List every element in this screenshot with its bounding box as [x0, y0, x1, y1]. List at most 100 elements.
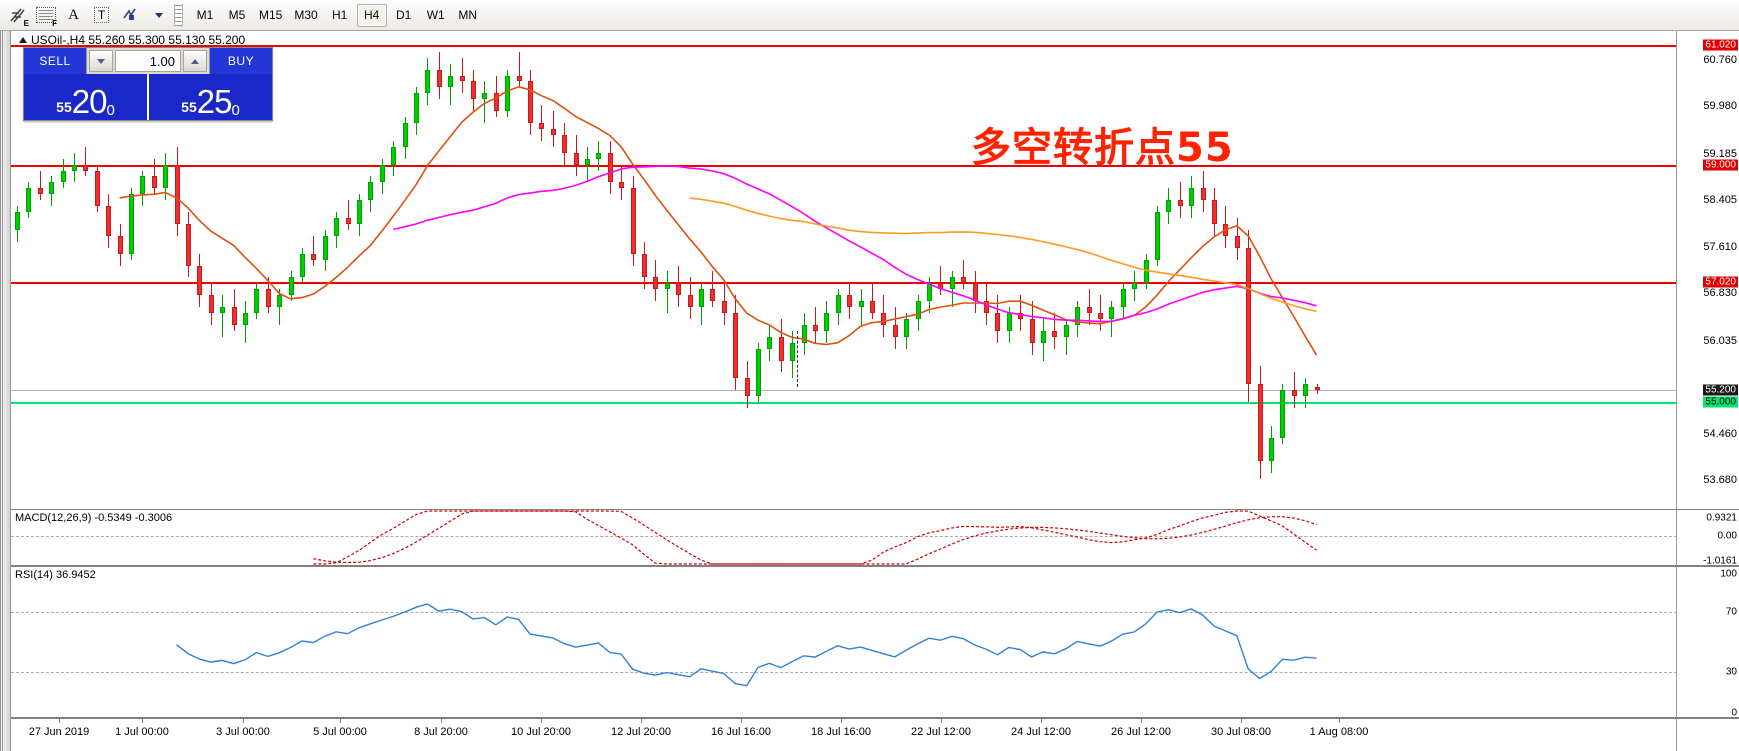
- moving-average-overlay: [119, 85, 1318, 356]
- lot-increase-button[interactable]: [183, 50, 207, 72]
- trade-panel-top-row: SELL 1.00 BUY: [24, 48, 272, 74]
- price-level-label-59000: 59.000: [1703, 159, 1738, 171]
- timeframe-h1[interactable]: H1: [332, 8, 348, 22]
- timeframe-m30[interactable]: M30: [294, 8, 318, 22]
- time-tick: [841, 719, 842, 723]
- time-tick: [541, 719, 542, 723]
- indicators-icon[interactable]: E: [4, 3, 31, 28]
- candlestick: [721, 31, 727, 509]
- time-label-11: 26 Jul 12:00: [1111, 726, 1171, 738]
- rsi-level-30: [11, 672, 1677, 673]
- rsi-series: [176, 603, 1317, 687]
- time-axis-labels: 27 Jun 2019 1 Jul 00:00 3 Jul 00:00 5 Jul 0…: [11, 719, 1677, 751]
- rsi-pane[interactable]: RSI(14) 36.9452 100 70 30 0: [11, 566, 1739, 719]
- text-tool-icon[interactable]: A: [60, 3, 87, 28]
- lot-decrease-button[interactable]: [89, 50, 113, 72]
- resistance-57020[interactable]: [11, 282, 1677, 285]
- candlestick: [231, 31, 237, 509]
- candlestick: [642, 31, 647, 509]
- candlestick: [129, 31, 134, 509]
- candlestick: [368, 31, 374, 509]
- objects-list-icon[interactable]: [116, 3, 143, 28]
- main-toolbar: E F A T M1 M5 M15 M30 H1 H4 D1 W1 MN: [0, 0, 1739, 31]
- candlestick: [904, 31, 910, 509]
- timeframe-m1[interactable]: M1: [196, 8, 214, 22]
- price-tick-59185: 59.185: [1703, 147, 1737, 160]
- candlestick: [607, 31, 613, 509]
- candlestick: [106, 31, 112, 509]
- time-label-9: 22 Jul 12:00: [911, 726, 971, 738]
- candlestick: [174, 31, 180, 509]
- candlestick: [254, 31, 260, 509]
- candlestick: [15, 31, 20, 509]
- price-level-label-55000: 55.000: [1703, 396, 1738, 408]
- price-tick-58405: 58.405: [1703, 193, 1737, 206]
- macd-pane[interactable]: MACD(12,26,9) -0.5349 -0.3006 0.9321 0.00…: [11, 509, 1739, 567]
- candlestick: [1063, 31, 1069, 509]
- price-tick-53680: 53.680: [1703, 474, 1737, 487]
- buy-button[interactable]: BUY: [210, 48, 272, 74]
- candlestick: [1314, 31, 1320, 509]
- price-plot[interactable]: [11, 31, 1677, 509]
- macd-plot[interactable]: [11, 510, 1677, 565]
- chart-annotation-text: 多空转折点55: [971, 125, 1234, 171]
- time-label-10: 24 Jul 12:00: [1011, 726, 1071, 738]
- chart-area[interactable]: 60.760 59.980 59.185 58.405 57.610 56.830 56.0…: [11, 31, 1739, 751]
- candlestick: [573, 31, 579, 509]
- text-label-icon[interactable]: T: [88, 3, 115, 28]
- ask-price-point: 0: [231, 102, 240, 119]
- timeframe-w1[interactable]: W1: [426, 8, 445, 22]
- ask-price-decimal: 25: [196, 83, 233, 120]
- price-scale[interactable]: 60.760 59.980 59.185 58.405 57.610 56.830 56.0…: [1676, 31, 1739, 509]
- price-tick-60760: 60.760: [1703, 54, 1737, 67]
- rsi-plot[interactable]: [11, 567, 1677, 717]
- candlestick: [1075, 31, 1081, 509]
- candlestick: [425, 31, 431, 509]
- lot-size-input[interactable]: 1.00: [115, 50, 181, 72]
- toolbar-grip: [174, 4, 183, 26]
- text-tool-glyph: A: [68, 6, 79, 23]
- candlestick: [870, 31, 875, 509]
- vertical-scrollbar-left[interactable]: [3, 31, 11, 751]
- resistance-61020[interactable]: [11, 44, 1677, 47]
- symbol-info-bar: USOil-,H4 55.260 55.300 55.130 55.200: [19, 33, 245, 47]
- candlestick: [163, 31, 169, 509]
- timeframe-mn[interactable]: MN: [458, 8, 478, 22]
- candlestick: [505, 31, 511, 509]
- resistance-59000[interactable]: [11, 164, 1677, 167]
- time-tick: [1141, 719, 1142, 723]
- candlestick: [664, 31, 670, 509]
- price-pane[interactable]: 60.760 59.980 59.185 58.405 57.610 56.830 56.0…: [11, 31, 1739, 509]
- timeframe-m15[interactable]: M15: [259, 8, 283, 22]
- timeframe-d1[interactable]: D1: [396, 8, 412, 22]
- lot-size-stepper[interactable]: 1.00: [86, 48, 210, 74]
- time-label-4: 8 Jul 20:00: [414, 726, 468, 738]
- rsi-level-70: [11, 612, 1677, 613]
- candlestick: [892, 31, 898, 509]
- sell-button[interactable]: SELL: [24, 48, 86, 74]
- one-click-trading-panel[interactable]: SELL 1.00 BUY 55 20 0 55 25 0: [23, 47, 273, 121]
- candlestick: [756, 31, 761, 509]
- time-label-3: 5 Jul 00:00: [313, 726, 367, 738]
- objects-dropdown-arrow[interactable]: [144, 3, 171, 28]
- candlestick: [60, 31, 66, 509]
- candlestick: [550, 31, 556, 509]
- timeframe-h4[interactable]: H4: [356, 3, 387, 27]
- rsi-scale-tick-100: 100: [1720, 568, 1737, 580]
- timeframe-m5[interactable]: M5: [228, 8, 246, 22]
- current-price-55200[interactable]: [11, 390, 1677, 392]
- bid-price-display[interactable]: 55 20 0: [24, 74, 147, 120]
- time-label-2: 3 Jul 00:00: [216, 726, 270, 738]
- candlestick: [653, 31, 659, 509]
- time-axis[interactable]: 27 Jun 2019 1 Jul 00:00 3 Jul 00:00 5 Jul 0…: [11, 718, 1739, 751]
- candlestick: [1109, 31, 1115, 509]
- drawing-tools-icon[interactable]: F: [32, 3, 59, 28]
- macd-series: [313, 510, 1317, 565]
- candlestick: [471, 31, 476, 509]
- ask-price-display[interactable]: 55 25 0: [147, 74, 272, 120]
- candlestick: [744, 31, 750, 509]
- candlestick: [151, 31, 157, 509]
- candlestick: [448, 31, 454, 509]
- support-55000[interactable]: [11, 402, 1677, 405]
- candlestick: [288, 31, 294, 509]
